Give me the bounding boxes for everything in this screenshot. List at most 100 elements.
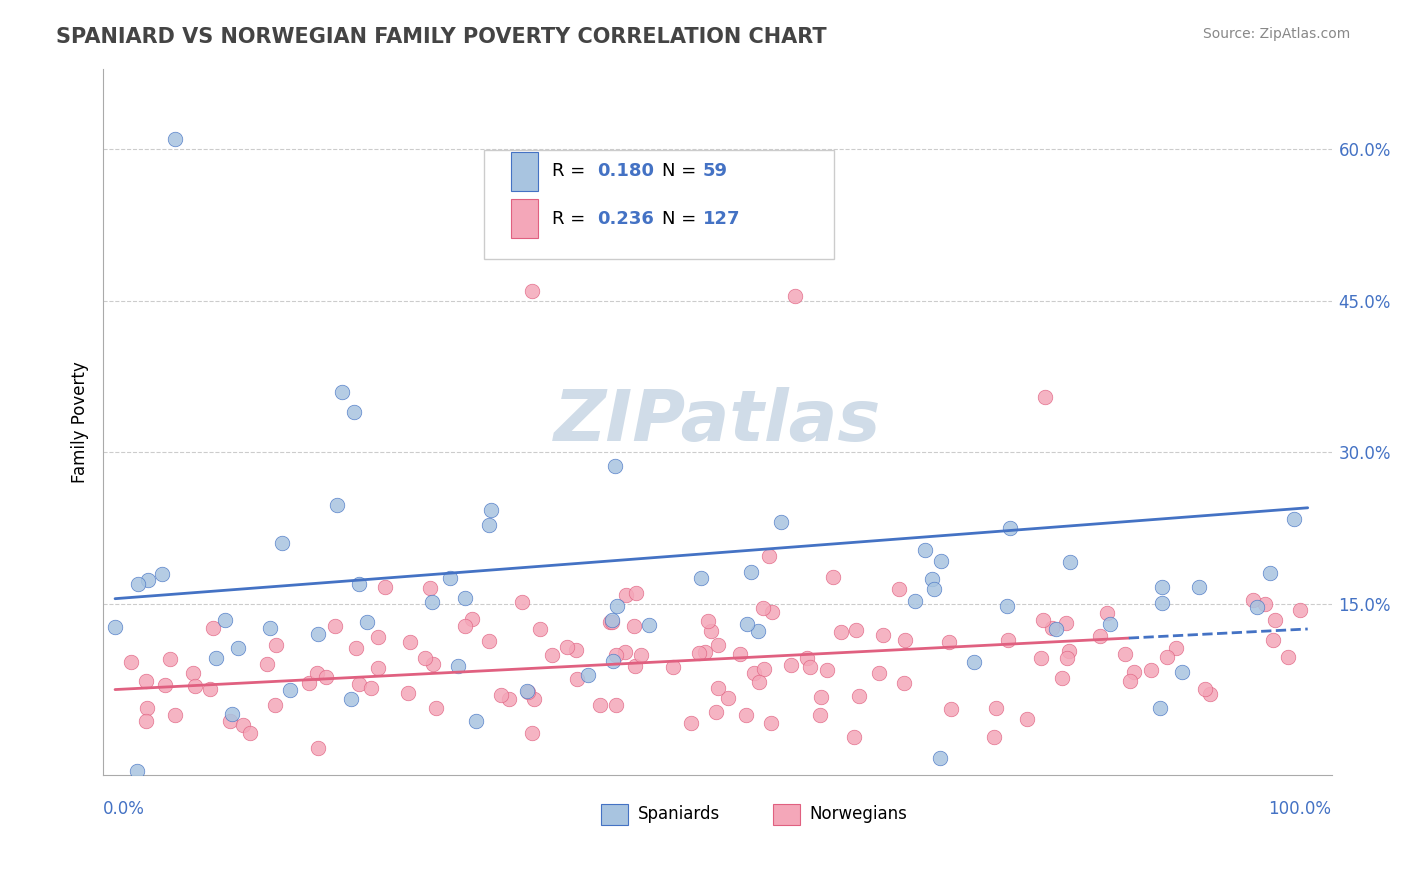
Point (374, 580, 396, 594)
Point (1264, 613, 1286, 627)
Point (1254, 597, 1277, 611)
Point (938, 634, 960, 648)
Point (489, 688, 512, 702)
FancyBboxPatch shape (484, 150, 834, 260)
Point (565, 643, 588, 657)
Point (323, 618, 346, 632)
Text: 100.0%: 100.0% (1268, 800, 1331, 818)
Point (1284, 512, 1306, 526)
Bar (773, 804, 800, 825)
Point (454, 591, 477, 606)
Point (624, 586, 647, 600)
Point (360, 681, 382, 695)
Point (136, 700, 159, 714)
Point (125, 764, 148, 778)
Point (367, 630, 389, 644)
Point (201, 621, 224, 635)
Point (422, 657, 444, 671)
Point (479, 503, 502, 517)
Point (688, 646, 710, 660)
Point (1033, 390, 1056, 404)
Point (613, 645, 636, 659)
Point (1031, 651, 1053, 665)
Point (259, 621, 281, 635)
Point (759, 716, 782, 731)
Point (1188, 580, 1211, 594)
Point (872, 628, 894, 642)
Point (1156, 650, 1178, 665)
Point (330, 384, 353, 399)
Point (780, 658, 803, 673)
Point (1119, 674, 1142, 689)
Point (600, 615, 623, 629)
Point (1122, 665, 1144, 680)
Point (1140, 663, 1163, 677)
Point (1050, 671, 1073, 685)
Point (845, 623, 868, 637)
Bar (510, 152, 538, 191)
Point (529, 622, 551, 636)
Point (630, 648, 652, 663)
Point (752, 662, 775, 676)
Point (298, 676, 321, 690)
Point (478, 517, 501, 532)
Point (603, 458, 626, 473)
Point (219, 714, 242, 729)
Point (159, 652, 181, 666)
Point (706, 638, 728, 652)
Point (1171, 665, 1194, 679)
Point (104, 620, 127, 634)
Point (198, 682, 221, 697)
Point (1090, 629, 1112, 643)
Point (904, 594, 927, 608)
Point (623, 619, 645, 633)
Bar (510, 199, 538, 238)
Point (605, 698, 627, 713)
Text: R =: R = (551, 162, 591, 180)
Point (693, 645, 716, 659)
Point (761, 605, 783, 619)
Point (356, 615, 378, 629)
Point (522, 726, 544, 740)
Point (606, 599, 628, 613)
Point (565, 787, 588, 801)
Point (1032, 613, 1054, 627)
Point (662, 660, 685, 674)
Text: 127: 127 (703, 211, 740, 228)
Point (1114, 647, 1136, 661)
Point (728, 648, 751, 662)
Text: SPANIARD VS NORWEGIAN FAMILY POVERTY CORRELATION CHART: SPANIARD VS NORWEGIAN FAMILY POVERTY COR… (56, 27, 827, 46)
Point (893, 675, 915, 690)
Point (555, 640, 578, 654)
Point (1099, 617, 1122, 632)
Point (1258, 566, 1281, 580)
Point (315, 669, 337, 683)
Point (758, 549, 780, 563)
Text: 0.236: 0.236 (598, 211, 654, 228)
Point (153, 678, 176, 692)
Point (1059, 644, 1081, 658)
Point (420, 595, 443, 609)
Point (163, 132, 186, 146)
Point (425, 700, 447, 714)
Point (541, 648, 564, 662)
Point (1056, 651, 1078, 665)
Point (848, 689, 870, 703)
Text: R =: R = (551, 211, 591, 228)
Point (1261, 632, 1284, 647)
Point (588, 698, 610, 712)
Point (735, 616, 758, 631)
Point (1017, 712, 1039, 726)
Point (624, 659, 647, 673)
Point (747, 624, 769, 638)
Point (1040, 621, 1063, 635)
Point (478, 633, 501, 648)
Point (1199, 687, 1222, 701)
Text: ZIPatlas: ZIPatlas (554, 387, 882, 457)
Point (232, 718, 254, 732)
Point (1246, 599, 1268, 614)
Point (815, 663, 838, 677)
Point (344, 640, 367, 655)
Point (516, 684, 538, 698)
Point (929, 554, 952, 568)
